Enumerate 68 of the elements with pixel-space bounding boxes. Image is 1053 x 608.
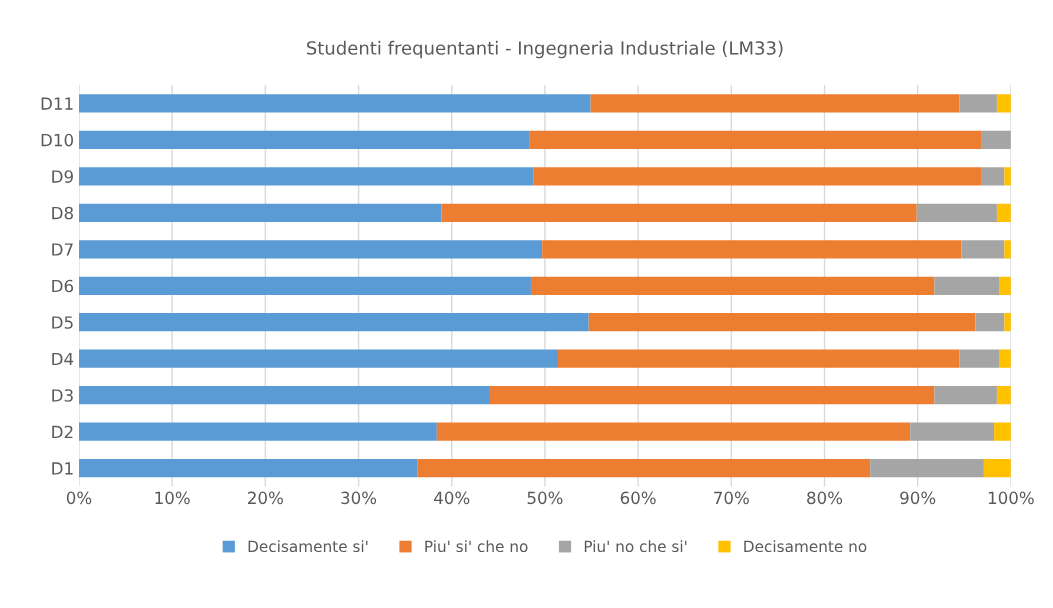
y-tick-label: D1 (52, 462, 73, 475)
legend-label: Decisamente no (744, 540, 867, 553)
x-tick-label: 80% (807, 491, 843, 505)
bar (78, 167, 534, 186)
bar (588, 313, 976, 332)
bar (1004, 167, 1011, 186)
bar (530, 276, 935, 295)
bar (981, 167, 1005, 186)
y-tick-label: D7 (52, 243, 73, 256)
x-tick-label: 100% (988, 491, 1034, 505)
bar (529, 130, 982, 149)
bar (916, 203, 997, 222)
x-tick-label: 90% (900, 491, 936, 505)
bar (557, 349, 960, 368)
y-tick-label: D2 (52, 425, 73, 439)
bar (489, 386, 935, 405)
bar (78, 203, 442, 222)
bar (1004, 240, 1011, 259)
bar (983, 459, 1011, 478)
bar (994, 422, 1011, 441)
bar (1004, 313, 1011, 332)
bar (78, 422, 437, 441)
bar (961, 240, 1005, 259)
y-tick-label: D4 (52, 352, 74, 366)
bar (910, 422, 995, 441)
bar (78, 459, 418, 478)
bar (975, 313, 1005, 332)
bar (959, 349, 1000, 368)
bar (996, 94, 1011, 113)
legend-label: Piu' no che si' (584, 540, 687, 553)
bar (78, 386, 490, 405)
x-tick-label: 10% (155, 491, 190, 505)
bar (959, 94, 997, 113)
x-tick-label: 60% (620, 491, 656, 505)
chart-title: Studenti frequentanti - Ingegneria Industriale (LM33) (306, 40, 783, 59)
x-tick-label: 70% (714, 491, 749, 505)
y-tick-label: D6 (52, 279, 74, 293)
bar (441, 203, 917, 222)
bar (533, 167, 982, 186)
bar (981, 130, 1011, 149)
bar (590, 94, 960, 113)
x-tick-label: 30% (341, 491, 377, 505)
y-tick-label: D5 (52, 316, 73, 329)
legend-label: Piu' si' che no (425, 540, 528, 553)
bar (78, 276, 531, 295)
bar (934, 386, 997, 405)
x-tick-label: 50% (527, 491, 563, 505)
x-tick-label: 0% (66, 491, 92, 505)
bar (996, 203, 1011, 222)
y-tick-label: D8 (52, 206, 73, 220)
bar (870, 459, 984, 478)
bar (436, 422, 911, 441)
y-tick-label: D3 (52, 389, 73, 402)
bar (78, 313, 589, 332)
bar (934, 276, 1000, 295)
bar (78, 94, 591, 113)
bar (78, 130, 530, 149)
bar (78, 349, 558, 368)
x-tick-label: 40% (434, 491, 470, 505)
y-tick-label: D11 (41, 97, 73, 110)
bar (542, 240, 962, 259)
bar (78, 240, 543, 259)
legend-label: Decisamente si' (248, 540, 368, 553)
bar (996, 386, 1011, 405)
y-tick-label: D10 (41, 133, 74, 147)
bar (417, 459, 871, 478)
x-tick-label: 20% (248, 491, 283, 505)
y-tick-label: D9 (52, 170, 73, 183)
